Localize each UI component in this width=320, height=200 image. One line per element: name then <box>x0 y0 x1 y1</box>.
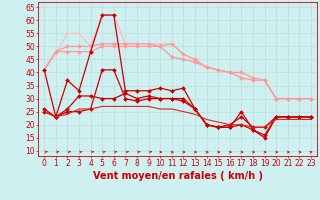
X-axis label: Vent moyen/en rafales ( km/h ): Vent moyen/en rafales ( km/h ) <box>92 171 263 181</box>
